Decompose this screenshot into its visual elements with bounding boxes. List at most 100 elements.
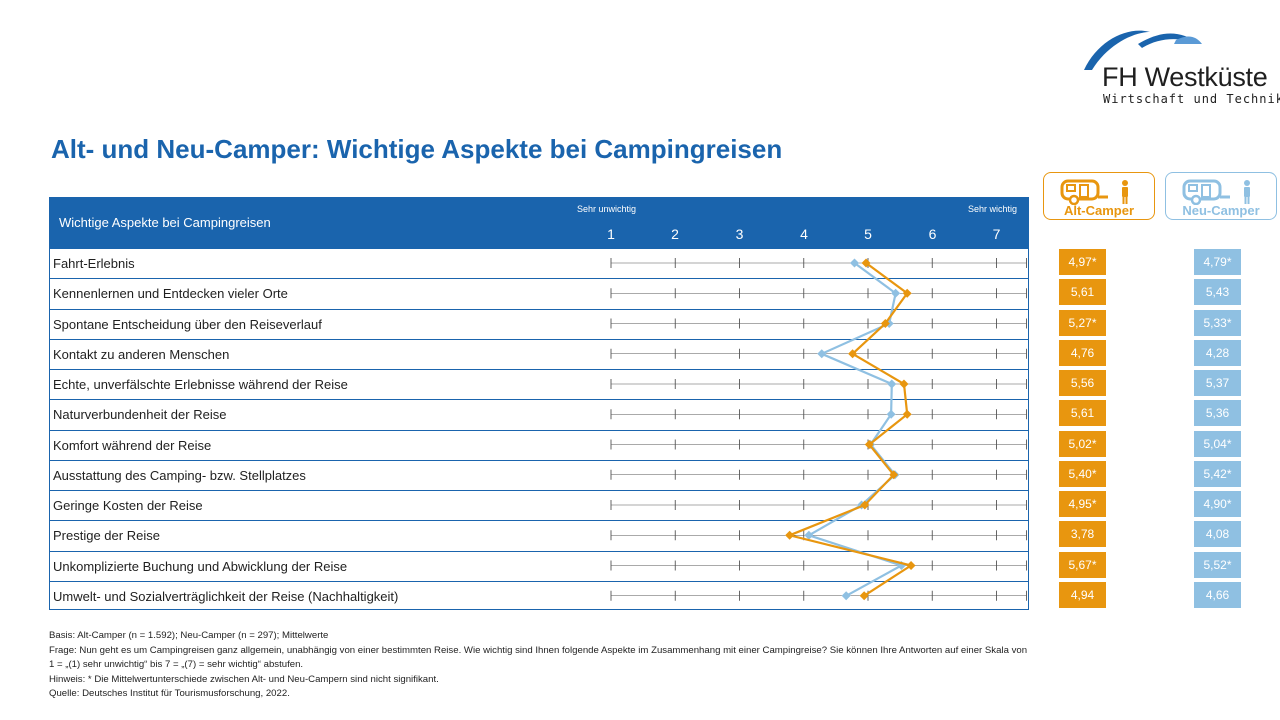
value-label: 5,61 — [1059, 279, 1106, 306]
value-label: 5,27* — [1059, 309, 1106, 336]
data-point-neu-camper — [887, 379, 897, 389]
ratings-table: Wichtige Aspekte bei Campingreisen Sehr … — [49, 197, 1029, 610]
table-row: Naturverbundenheit der Reise — [50, 399, 1028, 429]
value-label: 5,40* — [1059, 460, 1106, 487]
caravan-person-icon — [1182, 179, 1250, 205]
value-label: 4,94 — [1059, 581, 1106, 608]
caravan-person-icon — [1060, 179, 1128, 205]
data-point-neu-camper — [886, 409, 896, 419]
value-label: 5,37 — [1194, 370, 1241, 396]
data-point-alt-camper — [880, 319, 890, 328]
value-label: 5,52* — [1194, 551, 1241, 578]
table-header: Wichtige Aspekte bei Campingreisen Sehr … — [50, 198, 1028, 248]
row-label: Fahrt-Erlebnis — [53, 256, 135, 271]
value-label: 4,95* — [1059, 491, 1106, 517]
wave-logo-icon — [1084, 30, 1202, 70]
page-title: Alt- und Neu-Camper: Wichtige Aspekte be… — [51, 134, 783, 164]
value-label: 5,56 — [1059, 370, 1106, 396]
table-row: Komfort während der Reise — [50, 429, 1028, 460]
data-point-alt-camper — [861, 258, 871, 268]
table-row: Kennenlernen und Entdecken vieler Orte — [50, 278, 1028, 308]
scale-tick-2: 2 — [671, 226, 679, 242]
scale-tick-6: 6 — [928, 226, 937, 242]
row-label: Naturverbundenheit der Reise — [53, 407, 227, 423]
footnote-hint: Hinweis: * Die Mittelwertunterschiede zw… — [49, 673, 439, 685]
alt-values-column: 4,97* 5,61 5,27* 4,76 5,56 5,61 5,02* 5,40* 4,95… — [1059, 247, 1106, 610]
data-point-alt-camper — [848, 349, 858, 359]
data-point-neu-camper — [804, 530, 814, 540]
table-row: Prestige der Reise — [50, 520, 1028, 550]
scale-low-label: Sehr unwichtig — [577, 204, 637, 214]
neu-values-column: 4,79* 5,43 5,33* 4,28 5,37 5,36 5,04* 5,42* 4,90… — [1194, 247, 1241, 610]
scale-tick-5: 5 — [864, 226, 872, 242]
data-point-alt-camper — [860, 500, 870, 510]
value-label: 4,90* — [1194, 491, 1241, 517]
value-label: 3,78 — [1059, 521, 1106, 548]
table-row: Fahrt-Erlebnis — [50, 248, 1028, 278]
data-point-alt-camper — [889, 470, 899, 480]
scale-high-label: Sehr wichtig — [968, 204, 1018, 214]
row-label: Spontane Entscheidung über den Reiseverl… — [53, 316, 322, 332]
value-label: 4,66 — [1194, 581, 1241, 608]
logo-subtitle: Wirtschaft und Technik — [1103, 92, 1280, 106]
data-point-neu-camper — [850, 258, 860, 268]
scale-tick-1: 1 — [607, 226, 615, 242]
table-row: Umwelt- und Sozialverträglichkeit der Re… — [50, 580, 1028, 611]
value-label: 5,61 — [1059, 400, 1106, 427]
table-row: Ausstattung des Camping- bzw. Stellplatz… — [50, 459, 1028, 490]
scale-tick-4: 4 — [800, 226, 808, 242]
value-label: 4,97* — [1059, 249, 1106, 275]
value-label: 5,02* — [1059, 430, 1106, 457]
data-point-alt-camper — [902, 288, 912, 298]
table-row: Kontakt zu anderen Menschen — [50, 338, 1028, 369]
table-row: Geringe Kosten der Reise — [50, 490, 1028, 520]
value-label: 5,67* — [1059, 551, 1106, 578]
row-label: Kennenlernen und Entdecken vieler Orte — [53, 286, 288, 302]
legend-alt-camper: Alt-Camper — [1043, 172, 1155, 220]
scale-tick-3: 3 — [735, 226, 744, 242]
value-label: 5,36 — [1194, 400, 1241, 427]
legend-neu-label: Neu-Camper — [1182, 203, 1260, 218]
data-point-alt-camper — [906, 561, 916, 570]
data-point-alt-camper — [785, 530, 795, 540]
footnote-basis: Basis: Alt-Camper (n = 1.592); Neu-Campe… — [49, 630, 329, 641]
row-label: Komfort während der Reise — [53, 437, 212, 453]
row-label: Kontakt zu anderen Menschen — [53, 346, 230, 362]
table-row: Spontane Entscheidung über den Reiseverl… — [50, 308, 1028, 339]
data-point-neu-camper — [841, 591, 851, 601]
table-row: Echte, unverfälschte Erlebnisse während … — [50, 369, 1028, 399]
footnote-scale: 1 = „(1) sehr unwichtig“ bis 7 = „(7) = … — [49, 659, 304, 670]
fh-westkueste-logo: FH Westküste Wirtschaft und Technik — [1078, 26, 1280, 112]
row-label: Ausstattung des Camping- bzw. Stellplatz… — [53, 467, 306, 483]
line-chart — [610, 258, 1027, 601]
footnote-question: Frage: Nun geht es um Campingreisen ganz… — [49, 644, 1028, 656]
value-label: 5,42* — [1194, 460, 1241, 487]
value-label: 4,76 — [1059, 339, 1106, 366]
data-point-alt-camper — [899, 379, 909, 389]
data-point-neu-camper — [817, 349, 827, 359]
legend-alt-label: Alt-Camper — [1063, 203, 1135, 218]
value-label: 4,08 — [1194, 521, 1241, 548]
data-point-alt-camper — [859, 591, 869, 601]
row-label: Geringe Kosten der Reise — [53, 498, 203, 513]
data-point-neu-camper — [891, 288, 901, 298]
table-row: Unkomplizierte Buchung und Abwicklung de… — [50, 550, 1028, 581]
value-label: 4,28 — [1194, 339, 1241, 366]
row-label: Umwelt- und Sozialverträglichkeit der Re… — [53, 588, 399, 604]
value-label: 5,33* — [1194, 309, 1241, 336]
value-label: 5,43 — [1194, 279, 1241, 306]
value-label: 5,04* — [1194, 430, 1241, 457]
data-point-alt-camper — [902, 409, 912, 419]
row-label: Unkomplizierte Buchung und Abwicklung de… — [53, 558, 348, 574]
value-label: 4,79* — [1194, 249, 1241, 275]
legend-neu-camper: Neu-Camper — [1165, 172, 1277, 220]
header-label: Wichtige Aspekte bei Campingreisen — [59, 215, 271, 230]
footnote-source: Quelle: Deutsches Institut für Tourismus… — [49, 688, 290, 699]
data-point-alt-camper — [864, 440, 874, 449]
scale-tick-7: 7 — [992, 226, 1001, 242]
row-label: Prestige der Reise — [53, 528, 160, 544]
row-label: Echte, unverfälschte Erlebnisse während … — [53, 377, 348, 392]
logo-name: FH Westküste — [1102, 62, 1268, 92]
series-line-alt-camper — [786, 262, 914, 597]
footnotes: Basis: Alt-Camper (n = 1.592); Neu-Campe… — [49, 629, 1027, 702]
